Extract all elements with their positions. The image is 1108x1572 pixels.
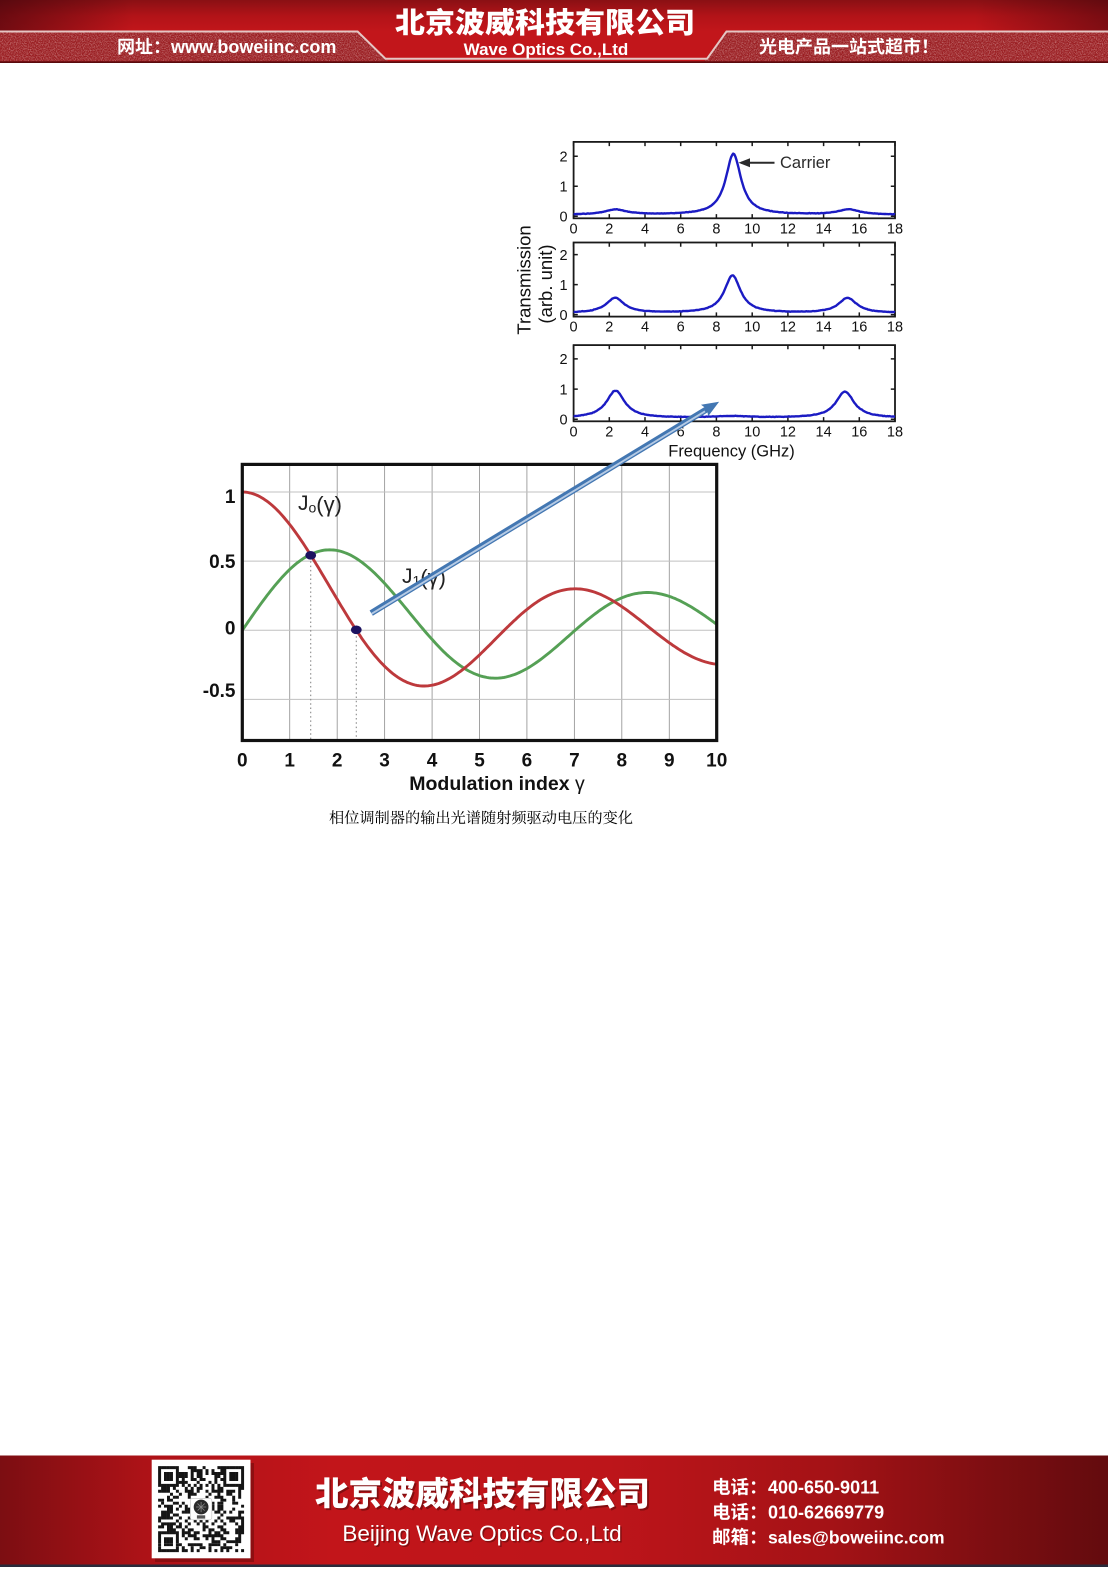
svg-text:Beijing Wave Optics Co.,Ltd: Beijing Wave Optics Co.,Ltd: [344, 1523, 623, 1548]
svg-text:4: 4: [427, 751, 438, 772]
svg-text:14: 14: [816, 320, 832, 336]
svg-text:4: 4: [641, 424, 649, 440]
svg-text:10: 10: [744, 221, 760, 237]
svg-text:0: 0: [570, 221, 578, 237]
svg-text:9: 9: [664, 751, 675, 772]
svg-text:16: 16: [851, 424, 867, 440]
svg-text:6: 6: [677, 221, 685, 237]
svg-text:6: 6: [677, 424, 685, 440]
svg-text:14: 14: [816, 221, 832, 237]
svg-text:12: 12: [780, 424, 796, 440]
svg-text:2: 2: [560, 150, 568, 166]
svg-text:1: 1: [560, 382, 568, 398]
svg-text:7: 7: [569, 751, 580, 772]
svg-text:Beijing Wave Optics Co.,Ltd: Beijing Wave Optics Co.,Ltd: [342, 1521, 621, 1546]
svg-text:1: 1: [560, 278, 568, 294]
svg-text:1: 1: [560, 180, 568, 196]
svg-text:2: 2: [605, 424, 613, 440]
svg-text:0: 0: [570, 320, 578, 336]
svg-text:10: 10: [744, 320, 760, 336]
svg-text:8: 8: [712, 320, 720, 336]
svg-text:10: 10: [706, 751, 727, 772]
svg-text:2: 2: [332, 751, 343, 772]
svg-text:0: 0: [225, 619, 236, 640]
svg-text:2: 2: [560, 248, 568, 264]
svg-text:6: 6: [677, 320, 685, 336]
svg-text:8: 8: [712, 221, 720, 237]
svg-text:400-650-9011: 400-650-9011: [768, 1478, 879, 1498]
svg-text:0: 0: [560, 308, 568, 324]
svg-text:1: 1: [284, 751, 295, 772]
svg-text:10: 10: [744, 424, 760, 440]
svg-text:0.5: 0.5: [209, 552, 236, 573]
svg-text:6: 6: [522, 751, 533, 772]
svg-text:18: 18: [887, 221, 903, 237]
svg-text:www.boweiinc.com: www.boweiinc.com: [170, 37, 336, 57]
svg-text:sales@boweiinc.com: sales@boweiinc.com: [768, 1528, 945, 1548]
svg-text:4: 4: [641, 221, 649, 237]
svg-text:12: 12: [780, 221, 796, 237]
svg-text:5: 5: [474, 751, 485, 772]
svg-text:Frequency (GHz): Frequency (GHz): [668, 443, 795, 461]
svg-text:Modulation index γ: Modulation index γ: [409, 773, 585, 795]
svg-text:1: 1: [225, 487, 236, 508]
svg-text:-0.5: -0.5: [203, 681, 236, 702]
svg-text:Carrier: Carrier: [780, 154, 831, 172]
svg-text:0: 0: [237, 751, 248, 772]
svg-text:8: 8: [712, 424, 720, 440]
svg-text:Wave Optics Co.,Ltd: Wave Optics Co.,Ltd: [464, 40, 629, 59]
svg-text:4: 4: [641, 320, 649, 336]
svg-text:2: 2: [560, 352, 568, 368]
svg-text:0: 0: [570, 424, 578, 440]
svg-text:0: 0: [560, 413, 568, 429]
svg-text:Transmission: Transmission: [514, 225, 535, 334]
svg-text:(arb. unit): (arb. unit): [535, 244, 556, 323]
svg-text:18: 18: [887, 320, 903, 336]
svg-text:8: 8: [617, 751, 628, 772]
svg-text:2: 2: [605, 221, 613, 237]
svg-text:010-62669779: 010-62669779: [768, 1503, 884, 1523]
svg-text:Jo(γ): Jo(γ): [298, 492, 342, 517]
svg-text:18: 18: [887, 424, 903, 440]
svg-text:16: 16: [851, 320, 867, 336]
svg-text:2: 2: [605, 320, 613, 336]
svg-text:14: 14: [816, 424, 832, 440]
svg-text:12: 12: [780, 320, 796, 336]
svg-text:16: 16: [851, 221, 867, 237]
svg-text:0: 0: [560, 210, 568, 226]
svg-text:3: 3: [379, 751, 390, 772]
